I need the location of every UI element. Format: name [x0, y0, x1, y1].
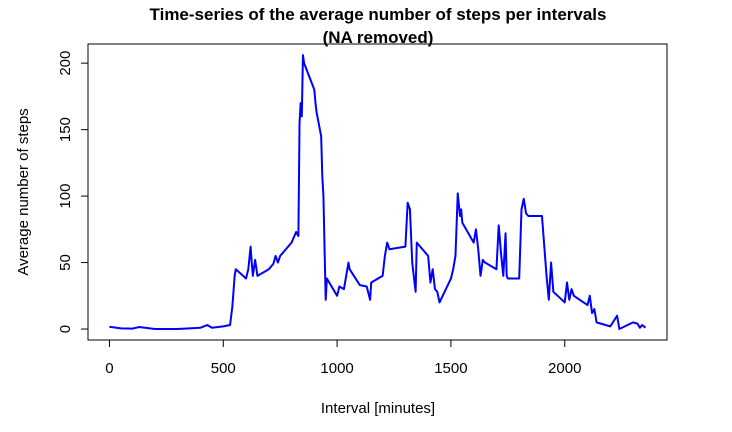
- x-tick-label: 1500: [434, 360, 467, 377]
- x-tick-label: 500: [211, 360, 236, 377]
- chart-title: Time-series of the average number of ste…: [150, 5, 607, 24]
- chart-subtitle: (NA removed): [323, 28, 434, 47]
- x-axis-label: Interval [minutes]: [321, 400, 435, 417]
- x-tick-label: 0: [105, 360, 113, 377]
- y-tick-label: 0: [57, 325, 74, 333]
- data-line: [109, 54, 647, 331]
- plot-box: [87, 43, 668, 341]
- y-tick-label: 150: [57, 117, 74, 142]
- x-tick-label: 2000: [548, 360, 581, 377]
- x-tick-label: 1000: [320, 360, 353, 377]
- y-tick-label: 200: [57, 51, 74, 76]
- y-tick-label: 50: [57, 254, 74, 271]
- y-axis-label: Average number of steps: [15, 108, 32, 275]
- y-tick-label: 100: [57, 184, 74, 209]
